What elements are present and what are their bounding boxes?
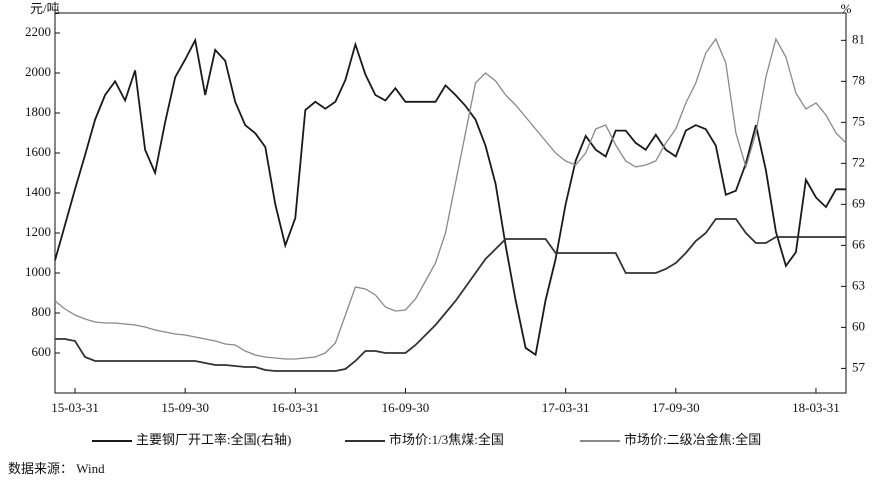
x-tick-label: 17-03-31 — [542, 400, 590, 415]
y2-unit: % — [841, 1, 852, 16]
plot-frame — [54, 12, 847, 394]
y-tick-label: 1400 — [25, 184, 51, 199]
x-tick-label: 16-09-30 — [382, 400, 430, 415]
y-tick-label: 1800 — [25, 104, 51, 119]
legend-label: 主要钢厂开工率:全国(右轴) — [136, 432, 291, 447]
y-tick-label: 600 — [32, 344, 52, 359]
y2-tick-label: 57 — [852, 359, 866, 374]
source: 数据来源： Wind — [8, 461, 105, 476]
x-tick-label: 17-09-30 — [652, 400, 700, 415]
x-tick-label: 16-03-31 — [271, 400, 319, 415]
y2-tick-label: 75 — [852, 113, 865, 128]
y-unit: 元/吨 — [30, 1, 60, 16]
series-line — [54, 37, 846, 357]
x-tick-label: 15-03-31 — [51, 400, 99, 415]
y2-tick-label: 81 — [852, 31, 865, 46]
y2-tick-label: 72 — [852, 154, 865, 169]
y2-tick-label: 63 — [852, 277, 865, 292]
y-tick-label: 2000 — [25, 64, 51, 79]
legend-label: 市场价:二级冶金焦:全国 — [624, 432, 761, 447]
y-tick-label: 1600 — [25, 144, 51, 159]
y2-tick-label: 60 — [852, 318, 865, 333]
y-tick-label: 1200 — [25, 224, 51, 239]
legend-label: 市场价:1/3焦煤:全国 — [389, 432, 504, 447]
y-tick-label: 2200 — [25, 24, 51, 39]
series-line — [55, 218, 846, 372]
x-tick-label: 18-03-31 — [792, 400, 840, 415]
y-tick-label: 800 — [32, 304, 52, 319]
series-line — [54, 37, 847, 360]
y2-tick-label: 66 — [852, 236, 866, 251]
y2-tick-label: 69 — [852, 195, 865, 210]
x-tick-label: 15-09-30 — [161, 400, 209, 415]
y-tick-label: 1000 — [25, 264, 51, 279]
y2-tick-label: 78 — [852, 72, 865, 87]
